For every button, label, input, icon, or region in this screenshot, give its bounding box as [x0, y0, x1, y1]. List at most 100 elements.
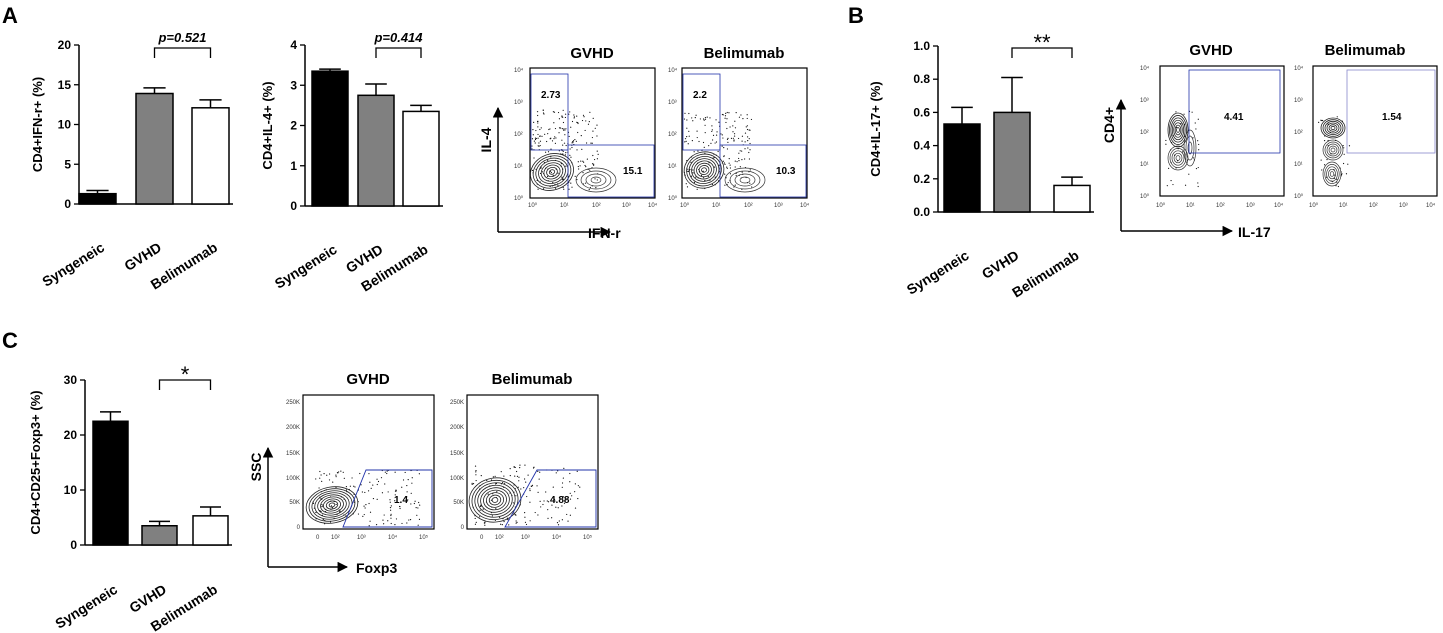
event-dot — [748, 158, 751, 160]
y-tick-label: 20 — [58, 38, 72, 52]
flow-a-bel-value-ifn: 10.3 — [776, 166, 796, 177]
event-dot — [322, 519, 324, 521]
contour-line — [1170, 117, 1186, 143]
event-dot — [508, 524, 510, 526]
event-dot — [474, 517, 476, 520]
flow-panel-a: GVHD Belimumab 2.73 15.1 2.2 10.3 10⁴ 10… — [478, 45, 810, 241]
flow-a-bel-gate-il4 — [682, 73, 721, 151]
event-dot — [338, 471, 340, 473]
flow-a-title-belimumab: Belimumab — [704, 45, 785, 62]
event-dot — [394, 524, 396, 526]
event-dot — [381, 492, 384, 494]
event-dot — [1340, 171, 1342, 173]
event-dot — [684, 112, 686, 114]
event-dot — [536, 120, 539, 123]
tick-label: 10⁴ — [648, 202, 658, 209]
y-axis-label: CD4+IFN-r+ (%) — [30, 77, 45, 172]
event-dot — [1327, 123, 1329, 125]
event-dot — [1327, 145, 1329, 147]
event-dot — [480, 475, 482, 477]
event-dot — [407, 479, 409, 481]
event-dot — [748, 129, 750, 131]
flow-b-gvhd-yticks: 10⁴ 10³ 10² 10¹ 10⁰ — [1140, 65, 1150, 200]
event-dot — [569, 492, 571, 494]
event-dot — [557, 507, 559, 509]
flow-b-bel-xticks: 10⁰ 10¹ 10² 10³ 10⁴ — [1309, 202, 1436, 209]
event-dot — [329, 521, 332, 523]
event-dot — [395, 489, 397, 491]
event-dot — [585, 142, 588, 144]
event-dot — [565, 165, 567, 167]
event-dot — [734, 160, 736, 162]
event-dot — [577, 122, 579, 125]
tick-label: 10⁴ — [552, 534, 562, 541]
event-dot — [482, 508, 484, 510]
event-dot — [523, 487, 525, 489]
contour-line — [305, 486, 359, 524]
event-dot — [700, 174, 703, 176]
contour-line — [1322, 119, 1344, 137]
event-dot — [564, 129, 566, 131]
event-dot — [552, 182, 554, 184]
event-dot — [1195, 167, 1198, 170]
event-dot — [571, 495, 573, 497]
event-dot — [562, 150, 564, 152]
contour-line — [1173, 152, 1183, 164]
event-dot — [706, 116, 708, 118]
event-dot — [554, 127, 557, 130]
event-dot — [492, 493, 494, 495]
event-dot — [331, 507, 334, 509]
event-dot — [410, 503, 412, 505]
event-dot — [390, 509, 392, 511]
y-tick-label: 30 — [64, 373, 78, 387]
event-dot — [588, 121, 590, 123]
event-dot — [542, 188, 545, 190]
category-label: GVHD — [121, 239, 164, 274]
event-dot — [1341, 173, 1343, 175]
y-tick-label: 1.0 — [913, 39, 930, 53]
event-dot — [1172, 134, 1174, 137]
event-dot — [369, 520, 371, 522]
event-dot — [1335, 139, 1337, 141]
event-dot — [589, 186, 591, 189]
event-dot — [537, 514, 539, 516]
y-axis-label: CD4+IL-17+ (%) — [868, 81, 883, 176]
event-dot — [475, 471, 477, 473]
event-dot — [475, 474, 477, 476]
event-dot — [728, 158, 730, 160]
bar-syngeneic — [943, 123, 981, 213]
event-dot — [734, 120, 736, 122]
event-dot — [1191, 111, 1193, 113]
event-dot — [1342, 162, 1345, 165]
tick-label: 250K — [450, 400, 464, 406]
event-dot — [509, 474, 511, 477]
event-dot — [729, 126, 731, 128]
event-dot — [751, 186, 753, 188]
contour-line — [1171, 150, 1185, 166]
event-dot — [561, 139, 563, 141]
event-dot — [377, 480, 380, 483]
event-dot — [1177, 148, 1179, 150]
contour-line — [548, 169, 556, 175]
event-dot — [569, 154, 571, 156]
event-dot — [566, 513, 568, 516]
event-dot — [417, 507, 419, 509]
contour-line — [693, 160, 715, 180]
event-dot — [402, 479, 405, 481]
significance-label: * — [181, 362, 190, 387]
event-dot — [585, 120, 587, 122]
contour-line — [724, 167, 766, 193]
flow-b-yaxis-label: CD4+ — [1101, 107, 1117, 143]
contour-line — [575, 167, 617, 193]
event-dot — [399, 507, 401, 510]
event-dot — [557, 470, 559, 472]
tick-label: 10⁴ — [388, 534, 398, 541]
tick-label: 10³ — [521, 535, 530, 541]
contour-line — [1326, 166, 1338, 182]
event-dot — [529, 489, 531, 492]
event-dot — [553, 137, 555, 140]
event-dot — [747, 139, 749, 142]
event-dot — [722, 160, 724, 162]
